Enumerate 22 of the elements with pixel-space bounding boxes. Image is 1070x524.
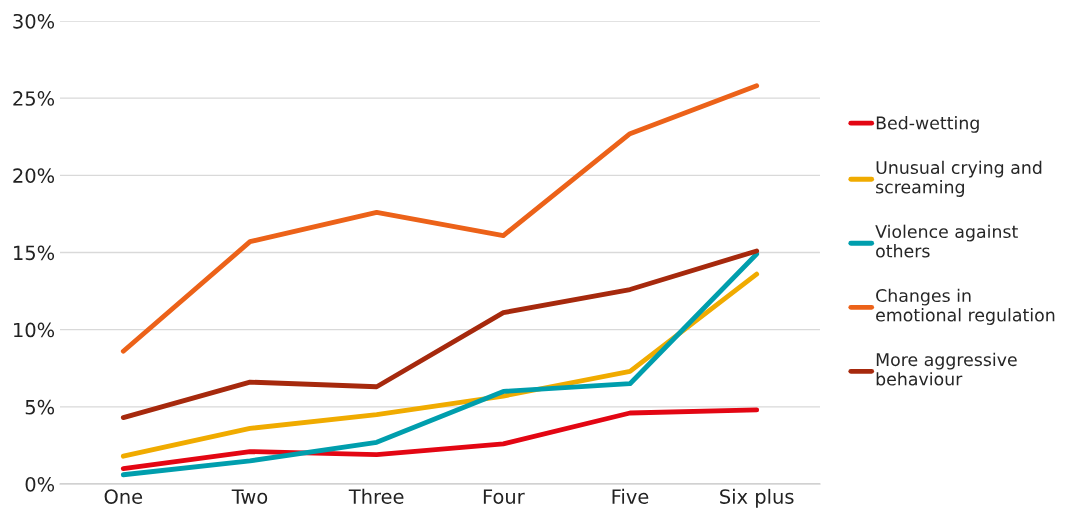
line-series <box>120 251 760 478</box>
x-tick-label: One <box>104 489 143 504</box>
x-tick-label: Four <box>483 489 525 504</box>
legend-label: Bed-wetting <box>876 116 979 133</box>
y-tick-label: 5% <box>25 399 55 415</box>
line-series <box>120 248 760 421</box>
x-tick-label: Six plus <box>720 488 794 508</box>
y-tick-label: 15% <box>14 245 55 261</box>
legend-label: Unusual crying and screaming <box>876 160 1042 197</box>
y-tick-label: 0% <box>25 476 55 492</box>
legend-label: Violence against others <box>875 224 1018 258</box>
line-series <box>120 407 760 471</box>
line-series <box>120 83 760 354</box>
y-tick-label: 20% <box>13 168 55 183</box>
legend-label: More aggressive behaviour <box>876 352 1017 386</box>
y-tick-label: 10% <box>14 322 55 338</box>
x-tick-label: Three <box>348 488 404 504</box>
y-tick-label: 30% <box>13 13 55 29</box>
y-tick-label: 25% <box>13 91 55 106</box>
x-tick-label: Two <box>231 489 268 504</box>
legend-label: Changes in emotional regulation <box>876 288 1055 325</box>
x-tick-label: Five <box>612 488 649 504</box>
